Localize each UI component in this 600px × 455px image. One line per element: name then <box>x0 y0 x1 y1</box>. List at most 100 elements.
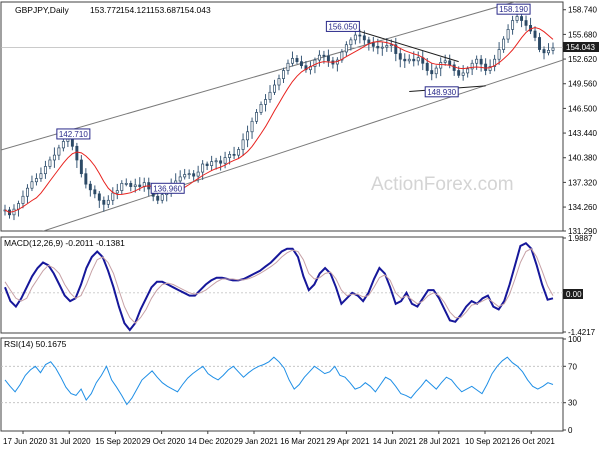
price-tick-label: 146.500 <box>568 104 597 113</box>
date-tick-label: 14 Dec 2020 <box>188 437 234 446</box>
candle-body <box>380 46 384 49</box>
candle-body <box>376 45 380 49</box>
price-plot-area <box>1 2 563 231</box>
triangle-upper-trendline <box>359 30 459 63</box>
date-tick-label: 29 Oct 2020 <box>142 437 186 446</box>
annotation-box <box>496 3 531 15</box>
candle-body <box>502 38 506 50</box>
annotation-label: 148.930 <box>427 88 456 97</box>
price-tick-label: 158.740 <box>568 6 597 15</box>
date-tick-label: 28 Jul 2021 <box>419 437 461 446</box>
candle-body <box>237 149 241 156</box>
candle-body <box>57 147 61 156</box>
price-panel-frame <box>0 1 564 232</box>
candle-body <box>196 171 200 177</box>
candle-body <box>412 58 416 62</box>
candle-body <box>21 195 25 204</box>
candle-body <box>192 173 196 177</box>
candle-body <box>160 194 164 201</box>
candle-body <box>461 72 465 76</box>
candle-body <box>326 55 330 62</box>
candle-body <box>371 42 375 47</box>
annotation-box <box>424 86 459 98</box>
rsi-axis: 100 70 30 0 <box>563 335 582 435</box>
rsi-panel: 100 70 30 0 RSI(14) 50.1675 <box>0 335 582 435</box>
candle-body <box>533 30 537 38</box>
price-header-close: 154.043 <box>180 5 211 15</box>
price-plot: 142.710 136.960 156.050 148.930 158.190 <box>1 2 563 231</box>
moving-average-line <box>4 26 554 213</box>
candle-body <box>353 34 357 41</box>
annotation-label: 158.190 <box>499 5 528 14</box>
candle-body <box>102 199 106 205</box>
candle-body <box>70 138 74 147</box>
candle-body <box>470 62 474 70</box>
candle-body <box>344 44 348 53</box>
candle-body <box>205 163 209 166</box>
candle-body <box>394 44 398 54</box>
price-axis: 158.740 155.680 152.620 149.560 146.500 143.4… <box>563 6 597 236</box>
candle-body <box>349 39 353 46</box>
candle-body <box>88 183 92 191</box>
annotation-label: 156.050 <box>328 22 357 31</box>
candle-body <box>452 64 456 71</box>
candle-body <box>277 78 281 86</box>
candle-body <box>232 153 236 156</box>
macd-title: MACD(12,26,9) -0.2011 -0.1381 <box>4 238 125 248</box>
price-tick-label: 149.560 <box>568 80 597 89</box>
candle-body <box>367 39 371 44</box>
date-tick-label: 16 Mar 2021 <box>280 437 325 446</box>
candle-body <box>497 49 501 60</box>
price-tick-label: 140.380 <box>568 154 597 163</box>
candle-body <box>488 66 492 71</box>
candle-body <box>524 20 528 26</box>
macd-zero-tag-box <box>563 289 583 299</box>
price-tick-label: 143.440 <box>568 129 597 138</box>
candle-body <box>295 58 299 62</box>
candle-body <box>520 16 524 21</box>
candle-body <box>84 173 88 185</box>
candle-body <box>317 54 321 61</box>
candle-body <box>210 161 214 166</box>
candle-body <box>484 63 488 71</box>
last-price-tag-label: 154.043 <box>566 43 595 52</box>
candle-body <box>255 112 259 122</box>
date-tick-label: 14 Jun 2021 <box>373 437 418 446</box>
candle-body <box>61 141 65 149</box>
rsi-tick-label: 0 <box>568 426 573 435</box>
candle-body <box>156 195 160 201</box>
channel-lower-line <box>41 59 563 231</box>
candle-body <box>551 47 555 51</box>
last-price-tag-box <box>563 42 599 52</box>
date-tick-label: 31 Jul 2020 <box>49 437 91 446</box>
candle-body <box>219 160 223 164</box>
candle-body <box>124 183 128 185</box>
candle-body <box>291 58 294 64</box>
candle-body <box>430 70 434 75</box>
candle-body <box>313 59 317 67</box>
macd-axis: 1.9887 -1.4217 <box>563 234 596 337</box>
rsi-tick-label: 30 <box>568 399 577 408</box>
candle-body <box>187 173 191 176</box>
macd-zero-tag-label: 0.00 <box>566 290 582 299</box>
candle-body <box>358 34 362 37</box>
candle-body <box>43 166 47 175</box>
price-tick-label: 155.680 <box>568 30 597 39</box>
candle-body <box>201 163 205 173</box>
candle-body <box>133 184 137 187</box>
candle-body <box>493 58 497 67</box>
candle-body <box>457 70 461 76</box>
candle-body <box>506 29 510 40</box>
price-header-high: 154.121 <box>120 5 151 15</box>
candle-body <box>39 173 43 179</box>
candle-body <box>268 91 272 100</box>
price-tick-label: 134.260 <box>568 203 597 212</box>
date-tick-label: 29 Apr 2021 <box>326 437 370 446</box>
rsi-panel-frame <box>0 337 564 432</box>
candle-body <box>25 187 29 197</box>
candle-body <box>214 160 218 163</box>
channel-upper-line <box>1 2 517 151</box>
candle-body <box>282 70 285 79</box>
